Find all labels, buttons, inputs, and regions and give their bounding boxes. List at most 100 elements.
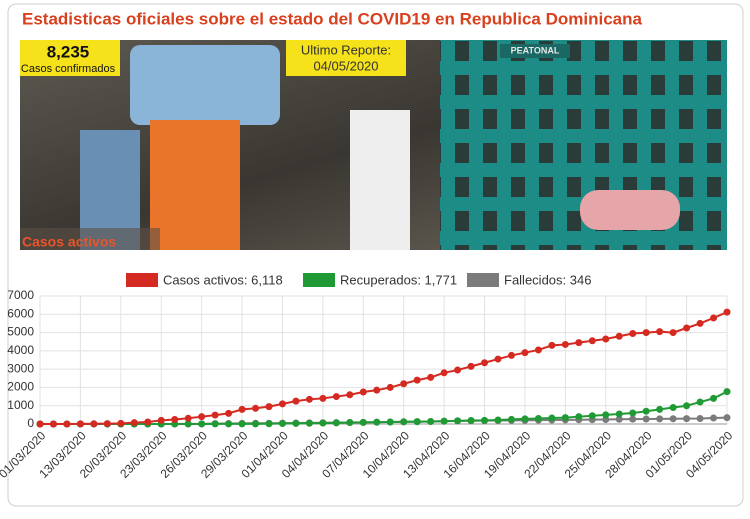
point	[656, 415, 664, 423]
point	[117, 419, 125, 427]
point	[427, 417, 435, 425]
point	[629, 329, 637, 337]
y-tick-label: 6000	[7, 306, 34, 320]
point	[427, 373, 435, 381]
point	[548, 341, 556, 349]
point	[184, 414, 192, 422]
point	[696, 398, 704, 406]
point	[534, 415, 542, 423]
y-tick-label: 1000	[7, 398, 34, 412]
point	[521, 415, 529, 423]
point	[656, 328, 664, 336]
point	[373, 386, 381, 394]
point	[710, 394, 718, 402]
y-tick-label: 3000	[7, 361, 34, 375]
point	[723, 388, 731, 396]
point	[278, 420, 286, 428]
report-label: Ultimo Reporte:	[301, 42, 391, 57]
point	[211, 420, 219, 428]
point	[696, 319, 704, 327]
point	[373, 418, 381, 426]
point	[278, 400, 286, 408]
point	[467, 362, 475, 370]
title: Estadisticas oficiales sobre el estado d…	[22, 9, 643, 28]
y-tick-label: 7000	[7, 288, 34, 302]
report-date: 04/05/2020	[313, 58, 378, 73]
point	[386, 383, 394, 391]
point	[305, 395, 313, 403]
point	[211, 411, 219, 419]
point	[602, 335, 610, 343]
point	[238, 405, 246, 413]
point	[454, 417, 462, 425]
series-line	[40, 311, 728, 425]
confirmed-value: 8,235	[47, 42, 90, 61]
point	[723, 308, 731, 316]
point	[669, 329, 677, 337]
report-box	[286, 40, 406, 76]
point	[494, 416, 502, 424]
point	[359, 418, 367, 426]
legend-label: Fallecidos: 346	[504, 272, 591, 287]
point	[144, 418, 152, 426]
point	[171, 416, 179, 424]
point	[198, 413, 206, 421]
point	[157, 416, 165, 424]
confirmed-box	[20, 40, 120, 76]
point	[683, 415, 691, 423]
point	[615, 415, 623, 423]
point	[710, 314, 718, 322]
point	[507, 351, 515, 359]
point	[642, 329, 650, 337]
point	[710, 414, 718, 422]
point	[588, 412, 596, 420]
point	[669, 415, 677, 423]
point	[130, 419, 138, 427]
point	[629, 409, 637, 417]
y-tick-label: 5000	[7, 325, 34, 339]
point	[225, 420, 233, 428]
point	[252, 420, 260, 428]
point	[49, 420, 57, 428]
point	[332, 393, 340, 401]
point	[588, 337, 596, 345]
point	[696, 414, 704, 422]
point	[292, 397, 300, 405]
point	[359, 388, 367, 396]
series-line	[40, 390, 728, 425]
point	[494, 355, 502, 363]
point	[198, 420, 206, 428]
point	[76, 420, 84, 428]
point	[305, 419, 313, 427]
section-title: Casos activos	[22, 234, 116, 250]
point	[615, 332, 623, 340]
y-tick-label: 2000	[7, 380, 34, 394]
point	[602, 411, 610, 419]
point	[629, 415, 637, 423]
legend-swatch	[467, 273, 499, 287]
point	[481, 416, 489, 424]
point	[642, 415, 650, 423]
point	[548, 414, 556, 422]
point	[400, 380, 408, 388]
point	[346, 391, 354, 399]
point	[683, 402, 691, 410]
point	[575, 413, 583, 421]
point	[184, 420, 192, 428]
point	[252, 404, 260, 412]
point	[575, 339, 583, 347]
point	[440, 369, 448, 377]
point	[467, 417, 475, 425]
y-tick-label: 4000	[7, 343, 34, 357]
point	[507, 415, 515, 423]
point	[723, 414, 731, 422]
y-tick-label: 0	[27, 416, 34, 430]
point	[36, 420, 44, 428]
legend-label: Casos activos: 6,118	[163, 272, 283, 287]
point	[413, 376, 421, 384]
point	[63, 420, 71, 428]
confirmed-label: Casos confirmados	[21, 63, 116, 75]
point	[656, 405, 664, 413]
point	[265, 420, 273, 428]
